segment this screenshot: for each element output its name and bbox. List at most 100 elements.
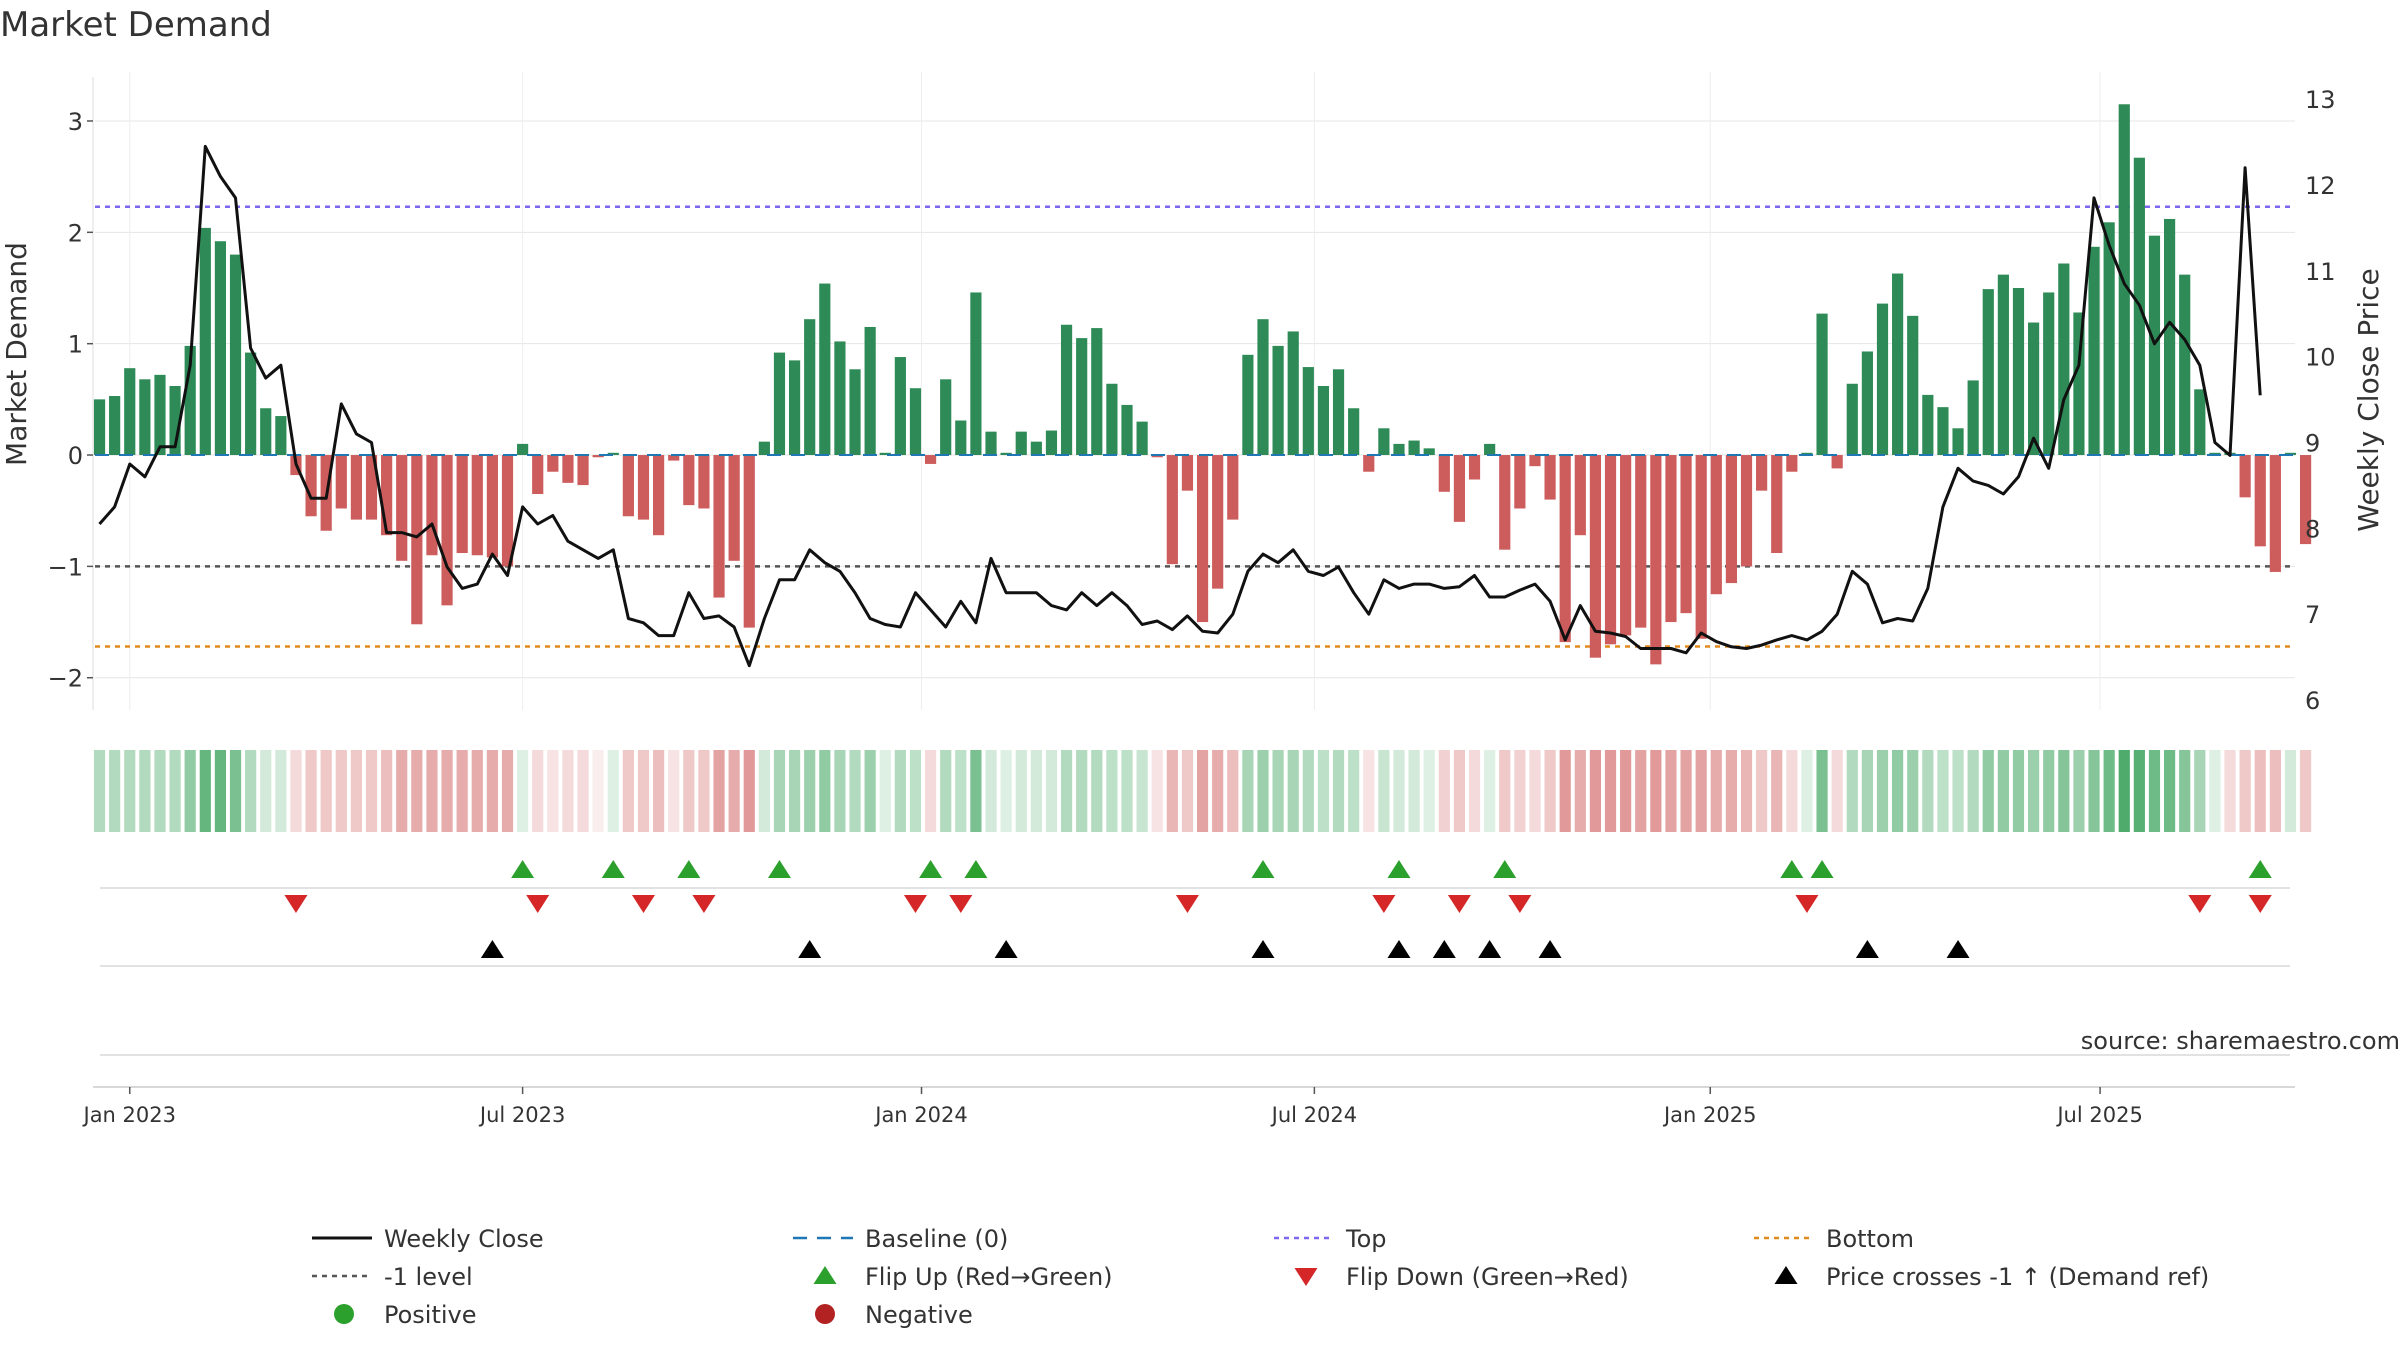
legend-item: Negative [815, 1301, 973, 1329]
strip-cell [2073, 750, 2085, 832]
bar-positive [955, 420, 967, 456]
x-axis-ticks: Jan 2023 Jul 2023 Jan 2024 Jul 2024 Jan 2025… [82, 1086, 2295, 1127]
strip-cell [501, 750, 514, 832]
strip-cell [1196, 750, 1209, 832]
strip-cell [940, 750, 952, 832]
y2-axis-ticks: 6 7 8 9 10 11 12 13 [2305, 86, 2336, 715]
strip-cell [486, 750, 498, 832]
strip-cell [1831, 750, 1843, 832]
price-cross-marker [1855, 940, 1879, 958]
y-axis-ticks: −2 −1 0 1 2 3 [48, 108, 93, 693]
strip-cell [2012, 750, 2025, 832]
x-tick-label: Jul 2024 [1270, 1103, 1357, 1127]
bar-positive [245, 352, 257, 456]
bar-positive [834, 341, 846, 456]
bar-negative [1650, 455, 1662, 665]
strip-cell [894, 750, 906, 832]
legend-item: Flip Down (Green→Red) [1294, 1263, 1629, 1291]
strip-cell [1212, 750, 1224, 832]
strip-cell [653, 750, 665, 832]
legend-label: Bottom [1826, 1225, 1914, 1253]
bar-positive [260, 408, 272, 456]
strip-cell [214, 750, 227, 832]
bar-negative [653, 455, 665, 536]
strip-cell [1408, 750, 1420, 832]
legend-item: Price crosses -1 ↑ (Demand ref) [1774, 1263, 2209, 1291]
flip-up-marker [1810, 860, 1834, 878]
bar-positive [2073, 312, 2085, 456]
bar-negative [532, 455, 544, 494]
strip-cell [184, 750, 196, 832]
flip-up-marker [1493, 860, 1517, 878]
bar-negative [2299, 455, 2312, 545]
strip-cell [139, 750, 151, 832]
bar-positive [1393, 443, 1405, 456]
legend-swatch [1774, 1266, 1798, 1284]
y2-tick-label: 7 [2305, 601, 2320, 629]
strip-cell [683, 750, 695, 832]
price-cross-marker [1478, 940, 1502, 958]
bar-negative [1514, 455, 1526, 509]
flip-up-marker [2248, 860, 2272, 878]
bar-negative [683, 455, 695, 506]
bar-positive [1816, 313, 1828, 456]
bar-positive [275, 416, 287, 456]
price-cross-marker [1251, 940, 1275, 958]
flip-down-marker [1175, 895, 1199, 913]
bar-negative [1544, 455, 1556, 500]
bar-negative [305, 455, 317, 517]
bar-positive [1861, 351, 1873, 456]
bar-negative [1499, 455, 1511, 550]
strip-cell [290, 750, 302, 832]
bar-negative [1438, 455, 1450, 492]
flip-up-marker [964, 860, 988, 878]
strip-cell [2194, 750, 2206, 832]
strip-cell [2284, 750, 2297, 832]
bar-negative [2269, 455, 2281, 572]
strip-cell [1106, 750, 1118, 832]
strip-cell [1468, 750, 1481, 832]
bar-negative [1665, 455, 1677, 623]
strip-cell [1982, 750, 1994, 832]
strip-cell [562, 750, 574, 832]
strip-cell [456, 750, 468, 832]
strip-cell [1423, 750, 1435, 832]
strip-cell [1332, 750, 1345, 832]
source-credit: source: sharemaestro.com [2081, 1027, 2400, 1055]
bar-positive [1317, 385, 1330, 456]
strip-cell [2254, 750, 2266, 832]
legend-item: Flip Up (Red→Green) [813, 1263, 1113, 1291]
bar-positive [1922, 394, 1934, 456]
strip-cell [1922, 750, 1934, 832]
bar-positive [1000, 452, 1012, 456]
strip-cell [2163, 750, 2176, 832]
flip-down-marker [2188, 895, 2212, 913]
bar-positive [1257, 319, 1269, 456]
strip-cell [1620, 750, 1632, 832]
strip-cell [517, 750, 529, 832]
demand-heat-strip [93, 750, 2312, 832]
bar-positive [2163, 218, 2176, 456]
legend-label: Positive [384, 1301, 477, 1329]
demand-bars [93, 104, 2312, 665]
bar-positive [2012, 288, 2025, 456]
strip-cell [1786, 750, 1798, 832]
bar-negative [1620, 455, 1632, 636]
legend-item: Bottom [1754, 1225, 1914, 1253]
legend: Weekly Close Baseline (0) Top Bottom -1 leve… [312, 1225, 2209, 1329]
legend-swatch [1294, 1268, 1318, 1286]
strip-cell [2269, 750, 2281, 832]
bar-positive [1106, 383, 1118, 456]
strip-cell [1952, 750, 1964, 832]
strip-cell [1635, 750, 1647, 832]
price-cross-marker [994, 940, 1018, 958]
bar-positive [517, 443, 529, 456]
bar-positive [2148, 235, 2161, 456]
strip-cell [1574, 750, 1586, 832]
y-tick-label: 2 [68, 219, 83, 247]
strip-cell [985, 750, 997, 832]
strip-cell [1907, 750, 1919, 832]
bar-positive [1272, 345, 1284, 456]
strip-cell [2133, 750, 2145, 832]
